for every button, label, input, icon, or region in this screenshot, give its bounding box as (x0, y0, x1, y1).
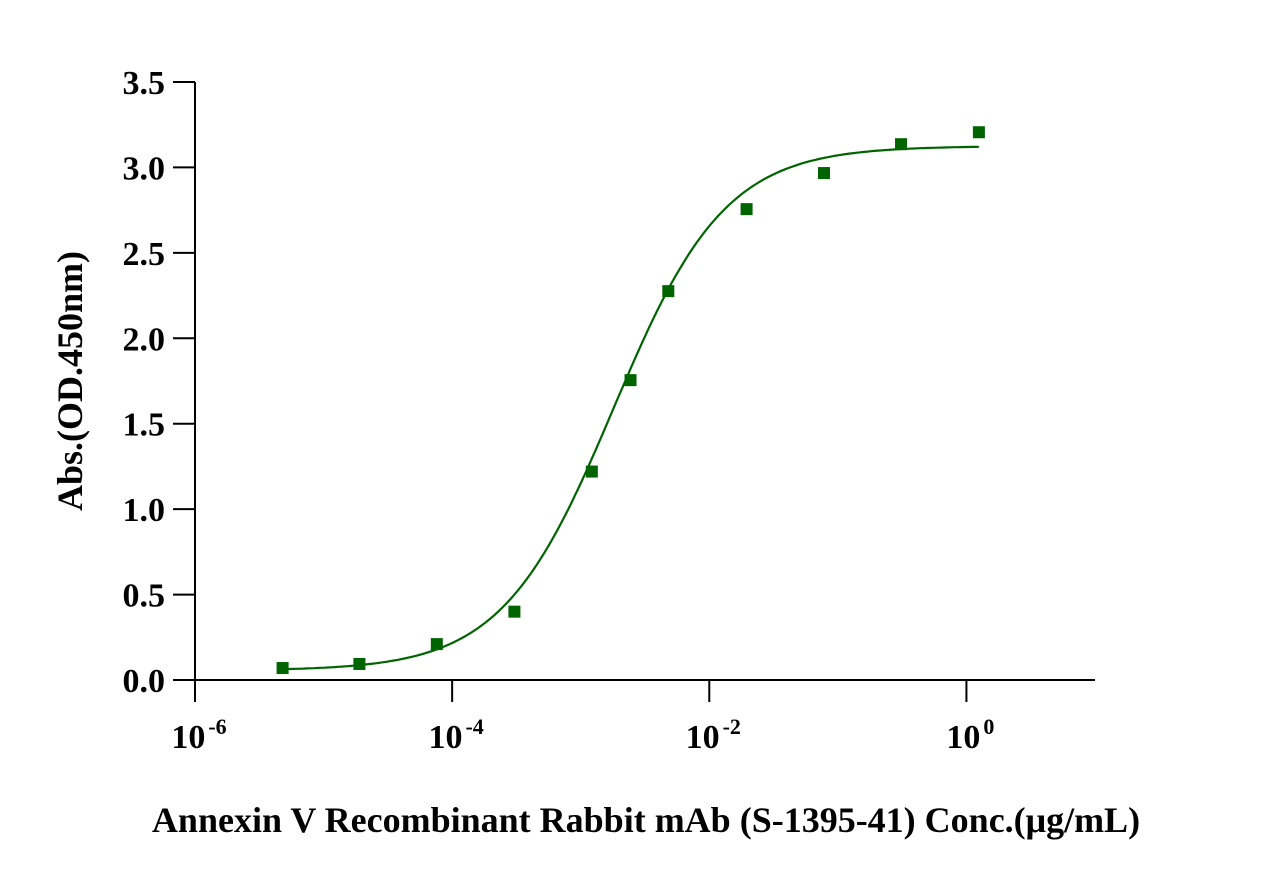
data-point (895, 138, 908, 151)
data-points (276, 126, 985, 675)
data-point (972, 126, 985, 139)
y-tick-label: 2.5 (123, 236, 166, 273)
data-point (353, 657, 366, 670)
y-tick-label: 3.0 (123, 150, 166, 187)
y-tick-label: 2.0 (123, 321, 166, 358)
x-tick-label: 10 -2 (686, 714, 741, 756)
x-tick-label: 10 -4 (428, 714, 483, 756)
data-point (276, 662, 289, 675)
x-tick-label: 10 0 (946, 714, 994, 756)
data-point (585, 465, 598, 478)
x-tick-label: 10 -6 (171, 714, 226, 756)
y-tick-label: 0.0 (123, 663, 166, 700)
data-point (508, 605, 521, 618)
y-tick-label: 0.5 (123, 578, 166, 615)
data-point (430, 638, 443, 651)
y-tick-label: 1.5 (123, 407, 166, 444)
y-axis-label: Abs.(OD.450nm) (50, 251, 90, 511)
axes: 0.0 0.5 1.0 1.5 2.0 2.5 3.0 3.5 10 -6 10 -4 10 -2 10 0 (123, 65, 1095, 756)
data-point (624, 374, 637, 387)
data-point (662, 285, 675, 298)
data-point (817, 167, 830, 180)
y-tick-label: 3.5 (123, 65, 166, 102)
y-tick-label: 1.0 (123, 492, 166, 529)
x-axis-label: Annexin V Recombinant Rabbit mAb (S-1395… (152, 800, 1140, 840)
fit-curve (282, 145, 979, 671)
data-point (740, 203, 753, 216)
